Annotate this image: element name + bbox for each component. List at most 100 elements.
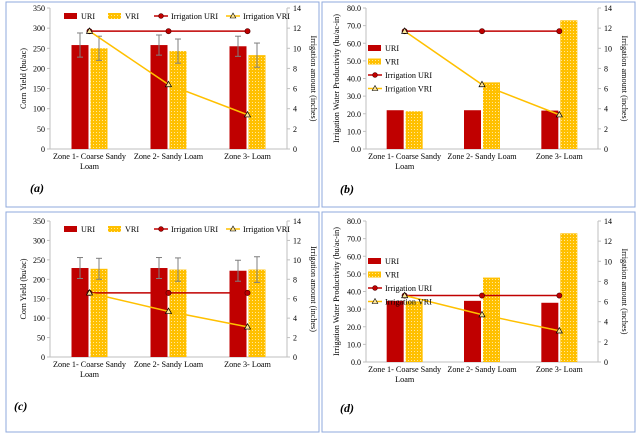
chart-panel-1: 0 50 100 150 200 250 300 350 0 2 4 6 8 10 12 14 Corn Yie… [19,4,318,195]
uri-bar [541,110,559,149]
x-tick-label: Zone 2- Sandy Loam [134,152,204,161]
y-tick-label: 50.0 [347,57,361,66]
x-tick-label: Zone 1- Coarse Sandy [53,152,127,161]
irrigation-vri-marker [164,307,173,314]
panel-frame [321,211,636,433]
y-tick-label: 50 [37,334,45,343]
legend-label: Irrigation URI [385,284,432,293]
y2-tick-label: 4 [293,105,297,114]
legend-label: URI [385,257,399,266]
legend-label: Irrigation VRI [385,298,432,307]
vri-bar [560,20,578,150]
y-tick-label: 20.0 [347,110,361,119]
y2-tick-label: 8 [604,277,608,286]
irrigation-uri-marker [479,292,485,299]
x-tick-label: Zone 3- Loam [224,360,271,369]
y2-tick-label: 14 [604,217,612,226]
irrigation-uri-marker [165,28,172,35]
legend-irr-vri-marker [371,297,379,304]
y-axis-title: Corn Yield (bu/ac) [19,258,28,319]
y-tick-label: 250 [33,44,45,53]
y2-axis-title: Irrigation amount (inches) [620,36,629,122]
y-tick-label: 40.0 [347,75,361,84]
y2-tick-label: 2 [293,125,297,134]
y2-tick-label: 10 [604,257,612,266]
uri-bar [464,300,481,362]
irrigation-uri-marker [244,28,251,35]
y-axis-title: Corn Yield (bu/ac) [19,48,28,109]
y-tick-label: 10.0 [347,340,361,349]
y-tick-label: 350 [33,217,45,226]
legend-uri-swatch [368,258,381,264]
vri-bar [560,233,578,362]
y-tick-label: 250 [33,256,45,265]
y2-tick-label: 0 [604,358,608,367]
x-tick-label: Zone 1- Coarse Sandy [368,365,442,374]
y-tick-label: 80.0 [347,4,361,13]
y-tick-label: 70.0 [347,22,361,31]
uri-bar [229,46,247,150]
y-tick-label: 0.0 [351,145,361,154]
y-tick-label: 10.0 [347,127,361,136]
legend-irr-uri-marker [158,226,164,232]
x-tick-label: Zone 3- Loam [224,152,271,161]
y-tick-label: 0.0 [351,358,361,367]
legend-label: Irrigation URI [171,12,218,21]
legend-label: URI [385,44,399,53]
y-tick-label: 40.0 [347,288,361,297]
vri-bar [90,268,108,357]
y-tick-label: 70.0 [347,235,361,244]
y2-tick-label: 4 [293,314,297,323]
y2-tick-label: 12 [293,24,301,33]
y2-tick-label: 14 [293,217,301,226]
uri-bar [229,270,247,357]
irrigation-vri-marker [243,110,252,118]
legend-label: Irrigation URI [171,225,218,234]
y-tick-label: 60.0 [347,252,361,261]
x-tick-label: Loam [80,370,100,379]
y2-tick-label: 4 [604,318,608,327]
irrigation-uri-marker [556,28,563,35]
legend-label: Irrigation VRI [385,85,432,94]
x-tick-label: Zone 3- Loam [536,152,583,161]
y2-axis-title: Irrigation amount (inches) [309,246,318,332]
x-tick-label: Zone 2- Sandy Loam [447,152,517,161]
uri-bar [71,268,89,357]
irrigation-vri-marker [555,110,563,118]
x-tick-label: Zone 3- Loam [536,365,583,374]
y2-tick-label: 8 [604,64,608,73]
x-tick-label: Loam [395,162,415,171]
legend-label: URI [81,225,95,234]
x-tick-label: Zone 2- Sandy Loam [134,360,204,369]
panel-frame [321,1,636,208]
irrigation-vri-marker [401,291,409,299]
y2-tick-label: 8 [293,275,297,284]
irrigation-vri-marker [478,310,486,318]
legend-label: VRI [125,12,139,21]
uri-bar [150,268,168,357]
x-tick-label: Zone 2- Sandy Loam [447,365,517,374]
chart-panel-2: 0.0 10.0 20.0 30.0 40.0 50.0 60.0 70.0 80.0 0 2 4 6 8… [332,4,629,196]
y-tick-label: 30.0 [347,305,361,314]
y-tick-label: 0 [41,353,45,362]
legend-uri-swatch [64,226,77,232]
panel-frame [5,1,320,208]
x-tick-label: Loam [80,162,100,171]
vri-bar [90,48,108,149]
chart-panel-4: 0.0 10.0 20.0 30.0 40.0 50.0 60.0 70.0 80.0 0 2 4 6 8… [332,217,629,415]
panel-label: (b) [340,182,354,196]
irrigation-uri-marker [479,28,485,35]
y2-tick-label: 10 [604,44,612,53]
legend-label: URI [81,12,95,21]
panel-label: (c) [14,399,27,413]
vri-bar [483,82,500,149]
uri-bar [150,45,168,149]
legend-irr-vri-marker [229,12,237,19]
y-tick-label: 300 [33,236,45,245]
legend-label: Irrigation VRI [243,225,290,234]
irrigation-vri-line [89,30,248,116]
x-tick-label: Zone 1- Coarse Sandy [368,152,442,161]
x-tick-label: Loam [395,375,415,384]
panel-label: (d) [340,401,354,415]
y2-tick-label: 0 [604,145,608,154]
